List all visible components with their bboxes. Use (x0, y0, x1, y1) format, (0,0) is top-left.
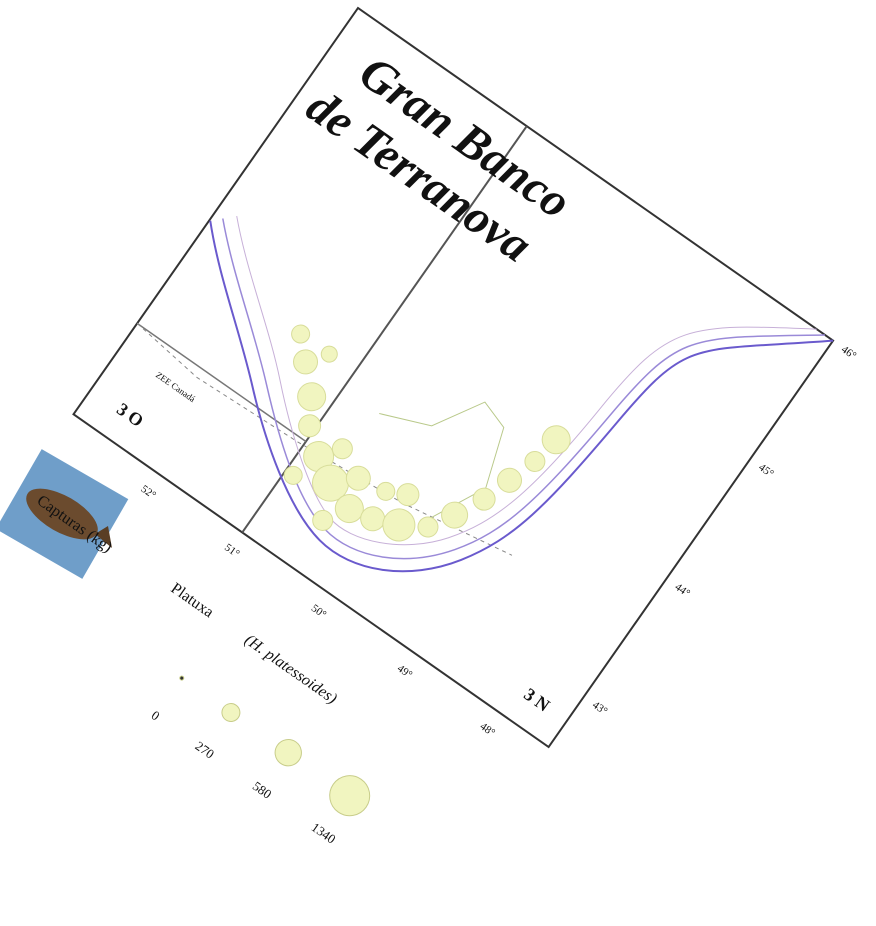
longitude-label: 51° (222, 541, 242, 560)
longitude-label: 48° (478, 720, 498, 739)
legend-items: 0 270 580 1340 (149, 660, 378, 851)
legend-bubble (270, 734, 307, 771)
longitude-label: 50° (309, 602, 329, 621)
latitude-label: 45° (756, 461, 776, 480)
legend-scientific-name: (H. platessoides) (241, 631, 340, 707)
legend-value: 270 (193, 738, 218, 761)
latitude-label: 43° (590, 699, 610, 718)
legend-value: 0 (149, 707, 163, 723)
map: Gran Banco de Terranova 3 O 3 N ZEE Cana… (0, 4, 858, 926)
longitude-label: 49° (395, 662, 415, 681)
legend-bubble (322, 768, 378, 824)
latitude-label: 46° (839, 343, 859, 362)
legend-value: 1340 (309, 819, 339, 846)
map-page: Gran Banco de Terranova 3 O 3 N ZEE Cana… (0, 0, 876, 926)
legend-species: Platuxa (168, 580, 217, 621)
longitude-label: 52° (139, 483, 159, 502)
legend-bubble (218, 700, 243, 725)
latitude-label: 44° (673, 581, 693, 600)
legend-value: 580 (250, 778, 275, 801)
legend-bubble (179, 675, 185, 681)
